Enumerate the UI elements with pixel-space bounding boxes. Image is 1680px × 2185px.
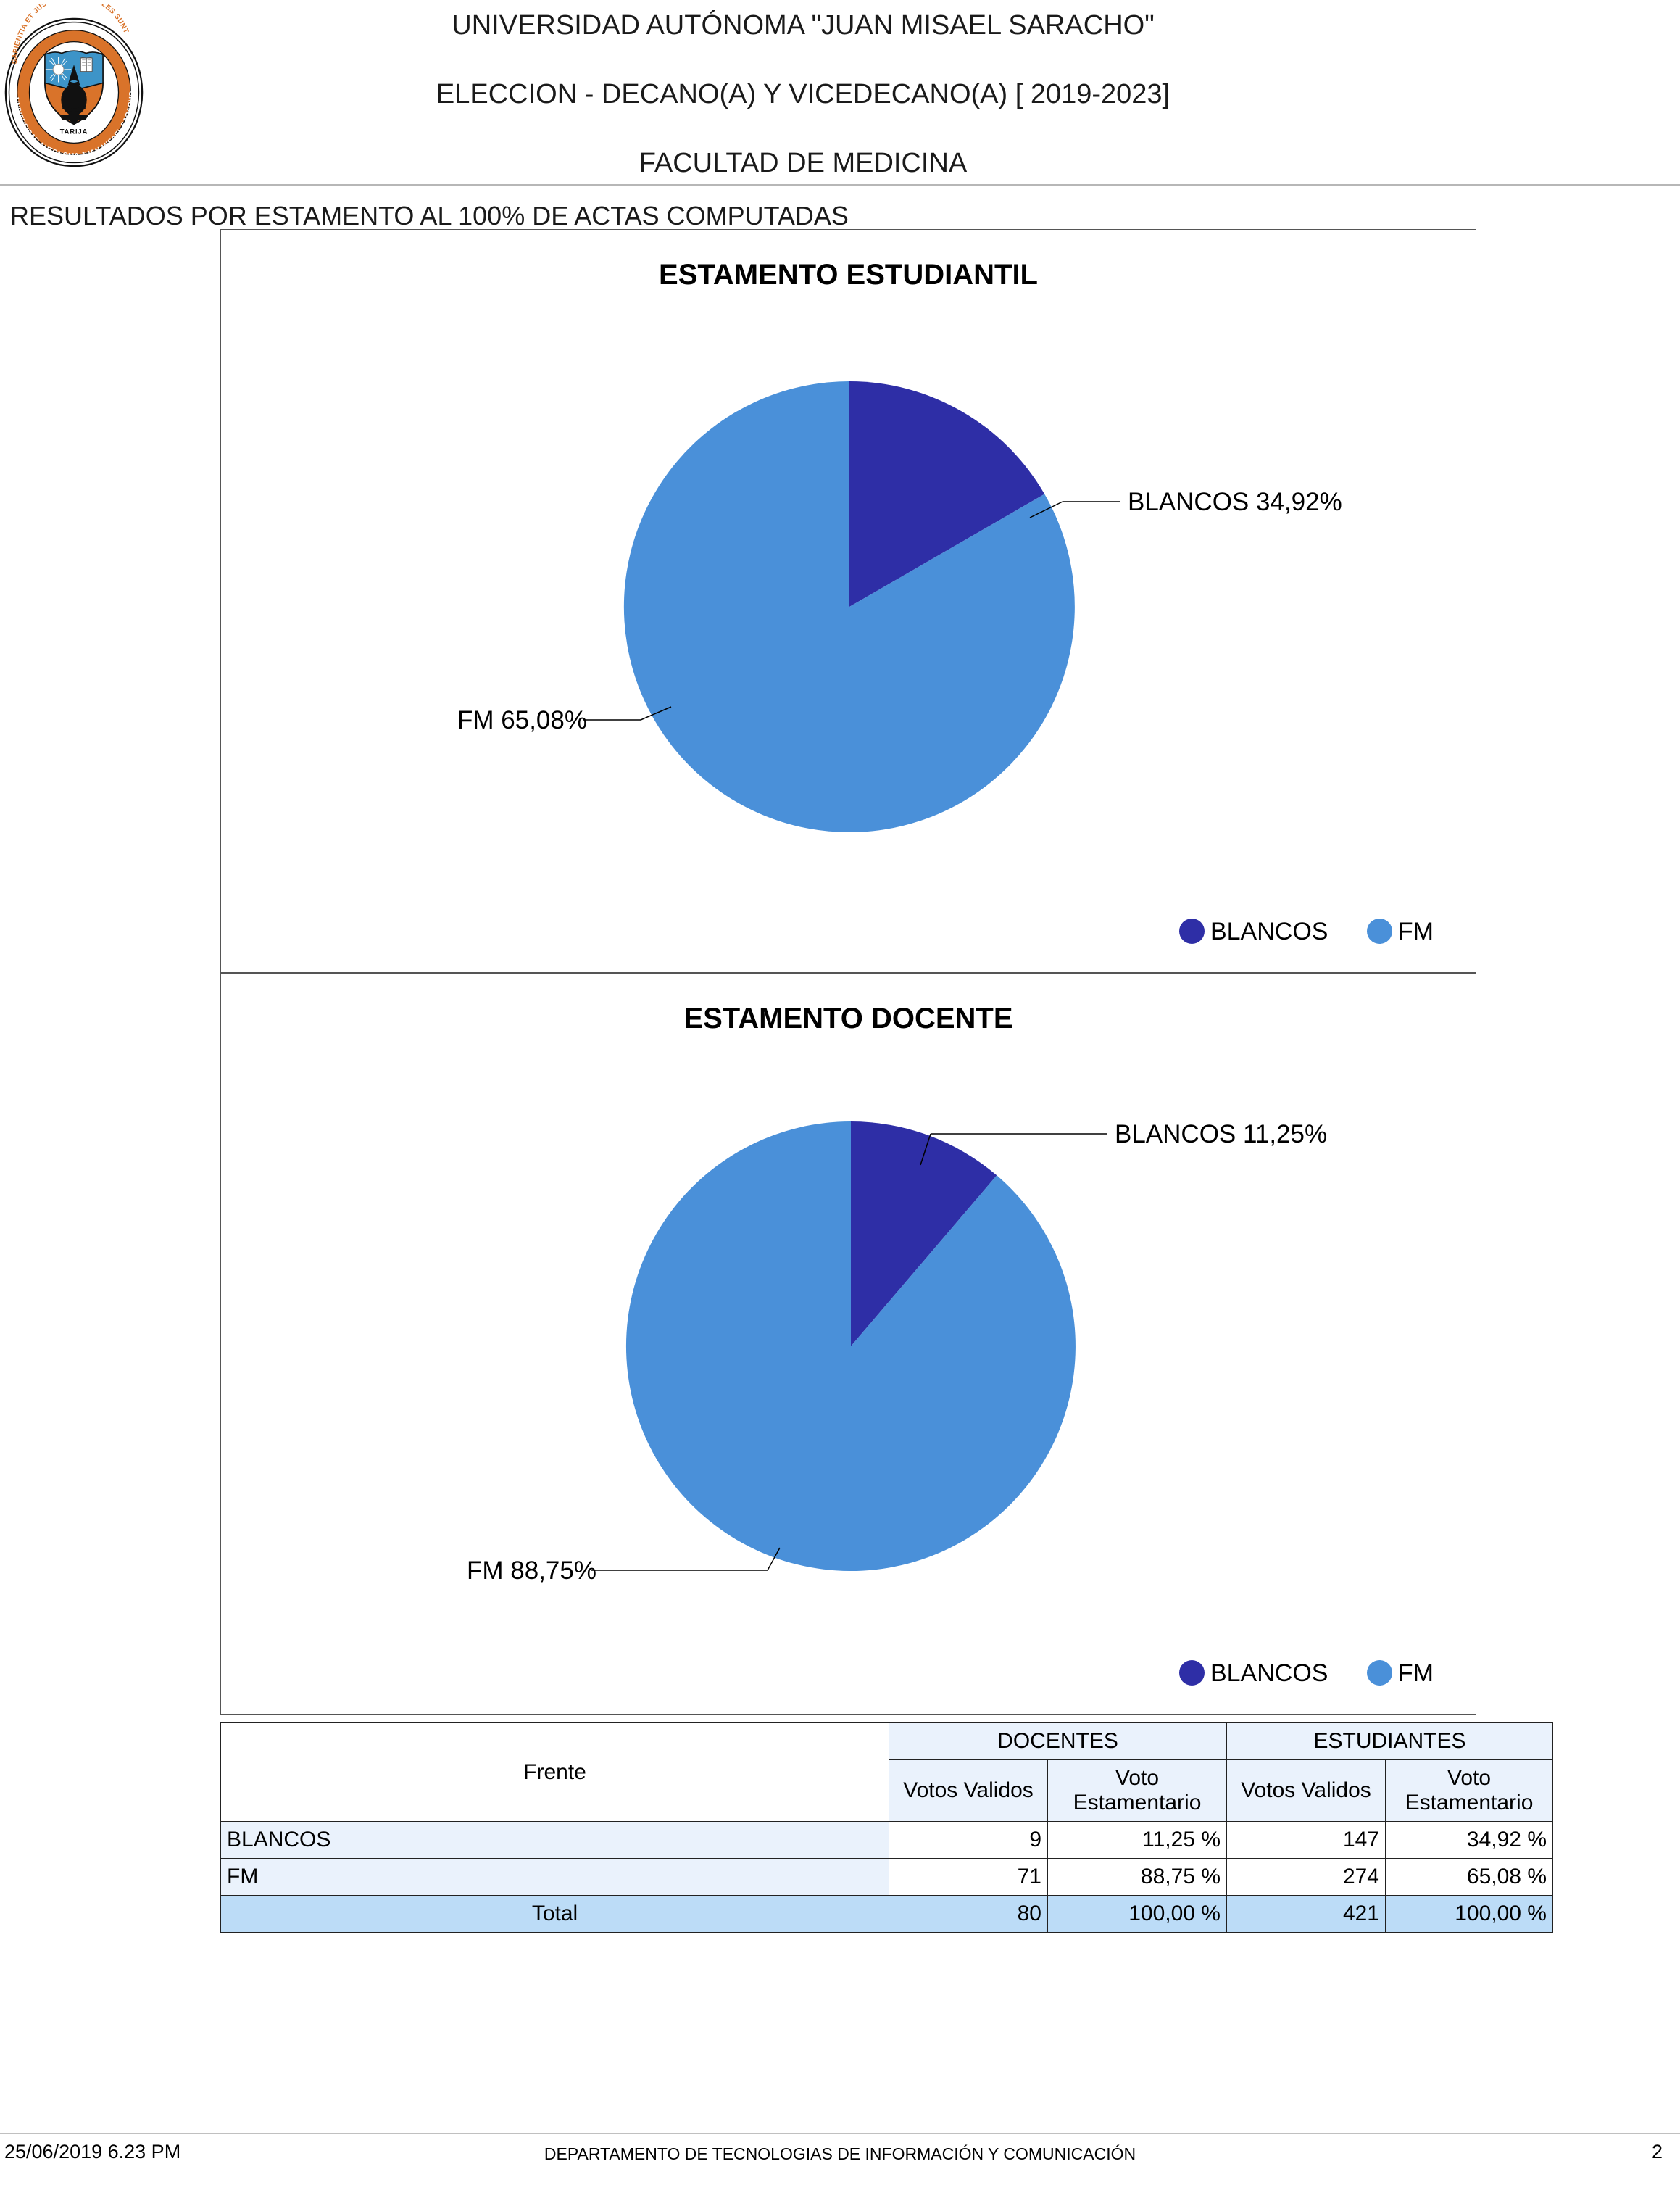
svg-text:FM 65,08%: FM 65,08% xyxy=(457,706,587,734)
svg-text:TARIJA: TARIJA xyxy=(60,128,88,135)
svg-text:FM 88,75%: FM 88,75% xyxy=(467,1556,596,1585)
svg-text:BLANCOS 11,25%: BLANCOS 11,25% xyxy=(1115,1120,1327,1148)
svg-text:BLANCOS 34,92%: BLANCOS 34,92% xyxy=(1128,488,1342,516)
